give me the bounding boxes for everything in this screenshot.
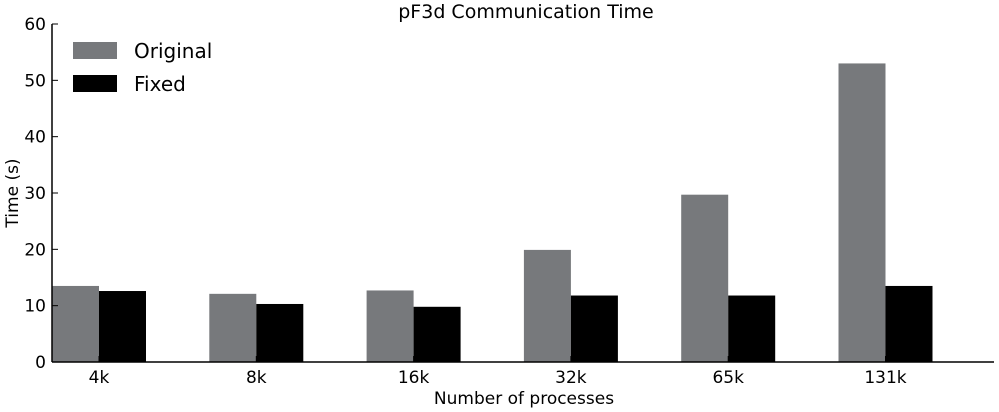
chart-title: pF3d Communication Time — [398, 1, 653, 23]
bar-original-65k — [681, 194, 729, 362]
x-tick-label: 131k — [864, 368, 906, 388]
y-tick-label: 50 — [24, 71, 46, 91]
bar-fixed-32k — [570, 295, 618, 362]
bar-fixed-131k — [885, 285, 933, 362]
bar-fixed-16k — [413, 306, 461, 362]
bar-original-32k — [523, 249, 571, 362]
plot-area: 0 10 20 30 40 50 60 4k 8k 16k 32k 65k 131k — [24, 15, 994, 388]
y-axis-label: Time (s) — [3, 158, 23, 228]
legend-swatch-fixed — [73, 75, 117, 92]
legend-label-original: Original — [134, 39, 212, 63]
y-tick-label: 60 — [24, 15, 46, 35]
x-axis-label: Number of processes — [434, 389, 614, 409]
y-tick-label: 20 — [24, 240, 46, 260]
bar-original-16k — [366, 290, 414, 362]
legend: Original Fixed — [73, 39, 212, 96]
x-tick-label: 65k — [712, 368, 744, 388]
legend-swatch-original — [73, 42, 117, 59]
bar-original-131k — [838, 63, 886, 362]
x-tick-label: 16k — [398, 368, 430, 388]
y-tick-label: 0 — [35, 353, 46, 373]
y-tick-label: 30 — [24, 184, 46, 204]
x-tick-label: 8k — [246, 368, 267, 388]
bar-fixed-4k — [99, 291, 146, 362]
y-tick-label: 40 — [24, 128, 46, 148]
bar-original-8k — [209, 293, 257, 362]
x-tick-label: 4k — [89, 368, 110, 388]
y-tick-label: 10 — [24, 297, 46, 317]
legend-label-fixed: Fixed — [134, 72, 186, 96]
bar-original-4k — [52, 285, 99, 362]
x-tick-label: 32k — [555, 368, 587, 388]
bar-fixed-8k — [256, 303, 304, 362]
bar-fixed-65k — [728, 295, 776, 362]
